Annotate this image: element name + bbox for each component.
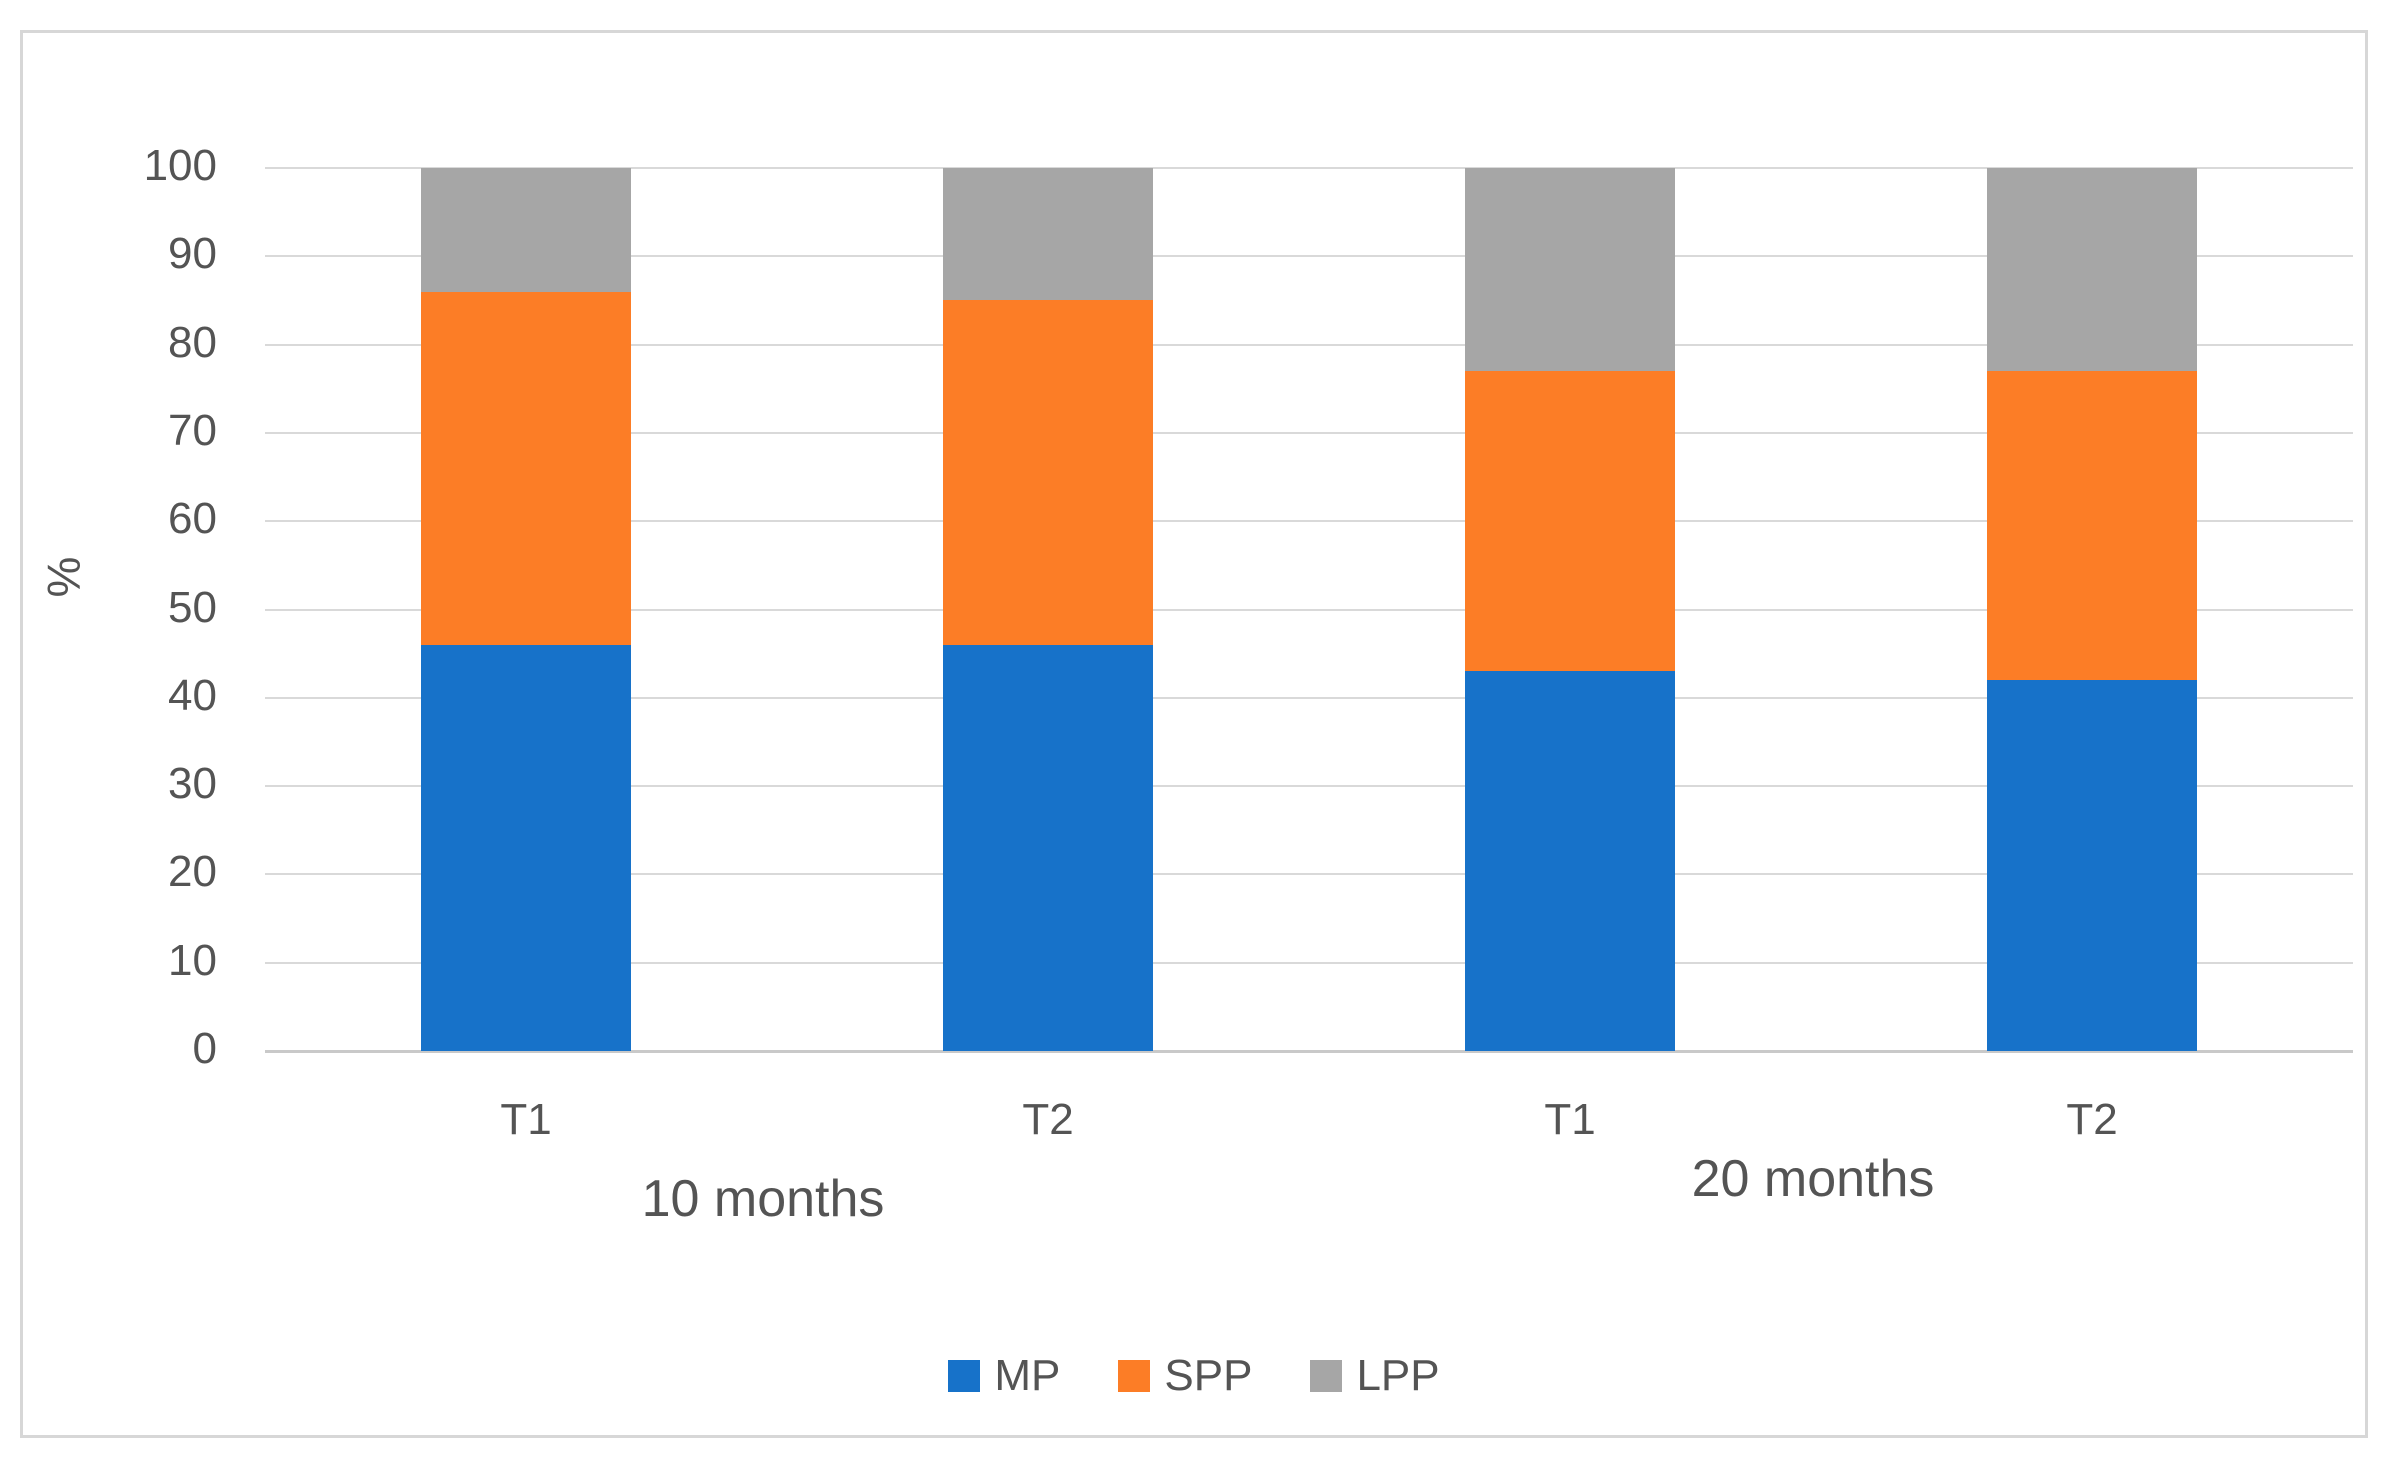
y-axis-title: % <box>37 556 90 597</box>
bar-segment-lpp <box>421 168 631 292</box>
legend: MP SPP LPP <box>23 1351 2365 1401</box>
legend-label: SPP <box>1164 1351 1253 1400</box>
x-tick-label: T1 <box>500 1095 552 1144</box>
bar-segment-mp <box>1987 680 2197 1051</box>
legend-swatch-icon <box>1118 1360 1151 1392</box>
legend-label: LPP <box>1356 1351 1440 1400</box>
bar-4 <box>1987 168 2197 1051</box>
bar-segment-spp <box>1987 371 2197 681</box>
legend-swatch-icon <box>948 1360 981 1392</box>
gridline <box>265 343 2353 346</box>
chart-panel: 0 10 20 30 40 50 60 70 80 90 100% T1 T2 T1 T2 10 months… <box>20 30 2368 1438</box>
legend-swatch-icon <box>1310 1360 1343 1392</box>
y-tick-label: 100 <box>143 141 217 190</box>
y-tick-label: 70 <box>168 405 217 455</box>
y-tick-label: 0 <box>192 1024 217 1073</box>
bar-segment-mp <box>421 644 631 1051</box>
bar-segment-lpp <box>943 168 1153 301</box>
y-tick-label: 60 <box>168 494 217 544</box>
bar-3 <box>1465 168 1675 1051</box>
legend-label: MP <box>994 1351 1061 1400</box>
legend-item-mp: MP <box>948 1351 1060 1401</box>
legend-item-lpp: LPP <box>1310 1351 1440 1401</box>
gridline <box>265 255 2353 258</box>
bar-segment-spp <box>421 291 631 645</box>
x-axis-line <box>265 1050 2353 1053</box>
x-tick-label: T2 <box>2066 1095 2118 1144</box>
group-label: 10 months <box>641 1170 885 1228</box>
x-tick-label: T1 <box>1544 1095 1596 1144</box>
bar-segment-mp <box>1465 671 1675 1051</box>
gridline <box>265 431 2353 434</box>
bar-segment-spp <box>1465 371 1675 672</box>
y-tick-label: 80 <box>168 317 217 367</box>
bar-2 <box>943 168 1153 1051</box>
group-label: 20 months <box>1691 1150 1935 1208</box>
gridline <box>265 785 2353 788</box>
y-tick-label: 30 <box>168 759 217 809</box>
gridline <box>265 873 2353 876</box>
bar-segment-spp <box>943 300 1153 645</box>
bar-segment-lpp <box>1987 168 2197 372</box>
gridline <box>265 608 2353 611</box>
bar-segment-lpp <box>1465 168 1675 372</box>
gridline <box>265 961 2353 964</box>
gridline <box>265 696 2353 699</box>
y-tick-label: 10 <box>168 935 217 985</box>
plot-area: 0 10 20 30 40 50 60 70 80 90 100% T1 T2 T1 T2 10 months… <box>23 33 2365 1435</box>
y-tick-label: 40 <box>168 670 217 720</box>
gridline <box>265 520 2353 523</box>
bar-1 <box>421 168 631 1051</box>
bar-segment-mp <box>943 644 1153 1051</box>
gridline <box>265 167 2353 169</box>
x-tick-label: T2 <box>1022 1095 1074 1144</box>
y-tick-label: 50 <box>168 582 217 632</box>
y-tick-label: 20 <box>168 847 217 897</box>
legend-item-spp: SPP <box>1118 1351 1252 1401</box>
y-tick-label: 90 <box>168 229 217 279</box>
